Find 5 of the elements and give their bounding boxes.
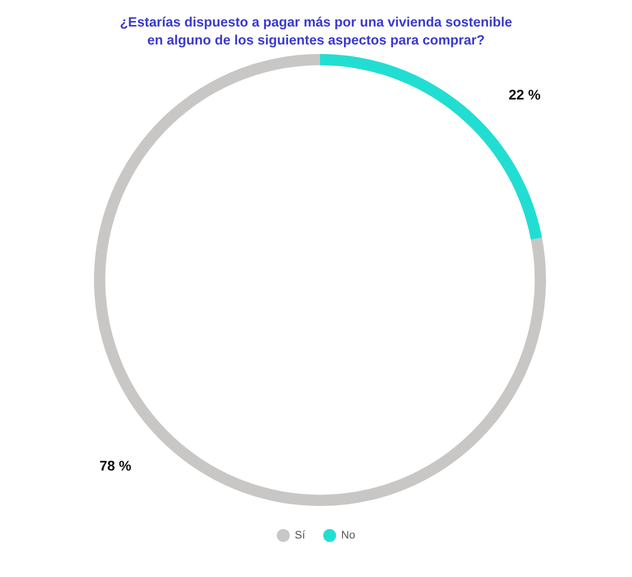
chart-title: ¿Estarías dispuesto a pagar más por una vivienda sostenible en alguno de los siguientes aspectos para comprar? — [120, 14, 513, 48]
legend-label: Sí — [294, 530, 306, 542]
legend-label: No — [341, 530, 356, 542]
data-label: 22 % — [508, 86, 542, 102]
data-label: 78 % — [99, 458, 132, 474]
